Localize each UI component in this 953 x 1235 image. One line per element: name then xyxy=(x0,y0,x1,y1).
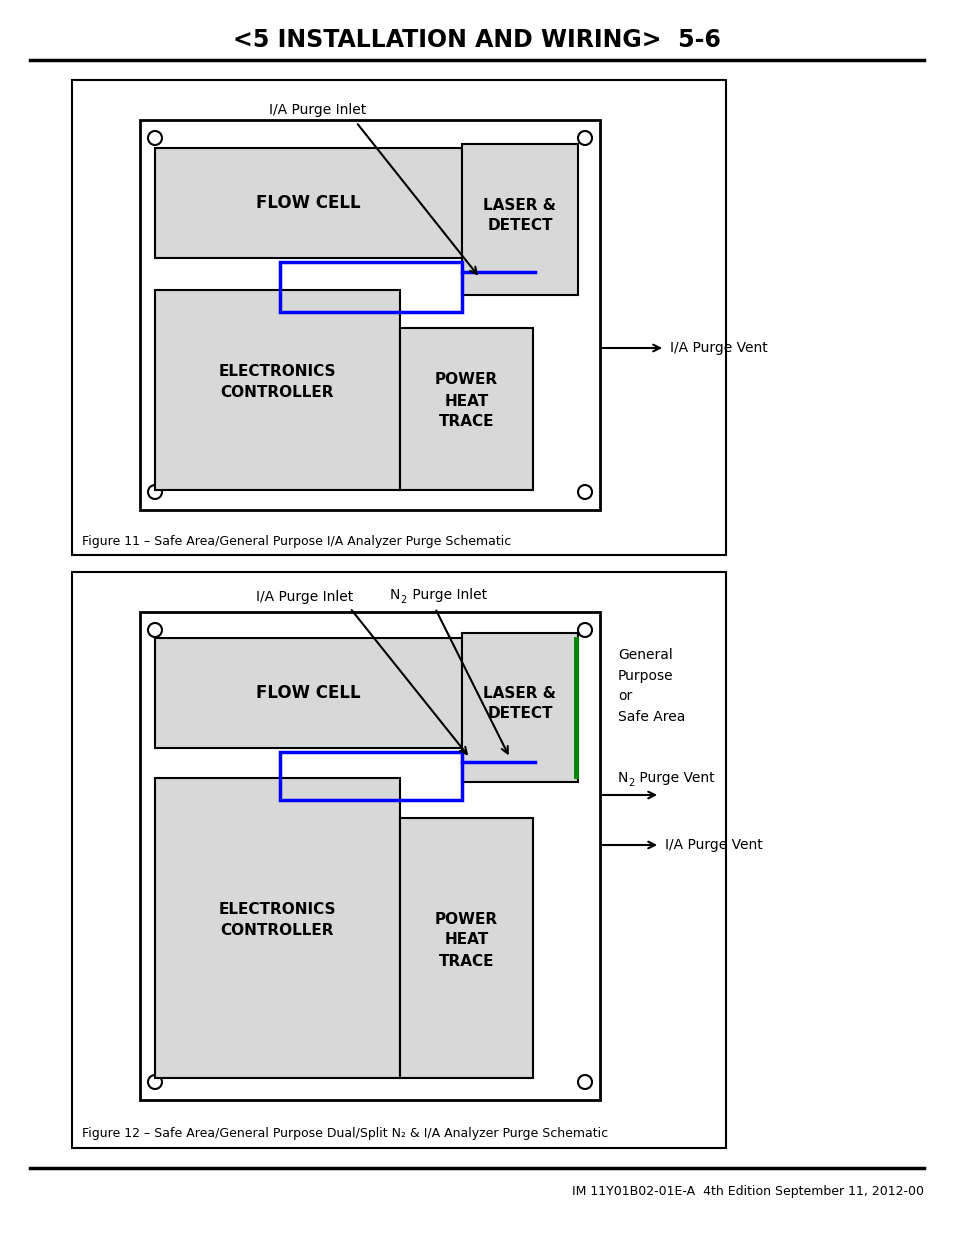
Text: FLOW CELL: FLOW CELL xyxy=(256,194,360,212)
Text: ELECTRONICS
CONTROLLER: ELECTRONICS CONTROLLER xyxy=(218,902,335,939)
Text: Figure 12 – Safe Area/General Purpose Dual/Split N₂ & I/A Analyzer Purge Schemat: Figure 12 – Safe Area/General Purpose Du… xyxy=(82,1128,607,1140)
FancyBboxPatch shape xyxy=(399,818,533,1078)
Text: 2: 2 xyxy=(399,595,406,605)
Text: N: N xyxy=(618,771,628,785)
Text: <5 INSTALLATION AND WIRING>  5-6: <5 INSTALLATION AND WIRING> 5-6 xyxy=(233,28,720,52)
FancyBboxPatch shape xyxy=(140,613,599,1100)
Text: LASER &
DETECT: LASER & DETECT xyxy=(483,687,556,721)
Text: Purge Vent: Purge Vent xyxy=(635,771,714,785)
FancyBboxPatch shape xyxy=(461,144,578,295)
Text: IM 11Y01B02-01E-A  4th Edition September 11, 2012-00: IM 11Y01B02-01E-A 4th Edition September … xyxy=(572,1186,923,1198)
FancyBboxPatch shape xyxy=(71,80,725,555)
FancyBboxPatch shape xyxy=(154,778,399,1078)
FancyBboxPatch shape xyxy=(140,120,599,510)
Text: I/A Purge Vent: I/A Purge Vent xyxy=(669,341,767,354)
Text: Purge Inlet: Purge Inlet xyxy=(408,588,487,601)
Text: POWER
HEAT
TRACE: POWER HEAT TRACE xyxy=(435,373,497,430)
FancyBboxPatch shape xyxy=(154,638,461,748)
Text: FLOW CELL: FLOW CELL xyxy=(256,684,360,701)
Text: 2: 2 xyxy=(627,778,634,788)
FancyBboxPatch shape xyxy=(461,634,578,782)
FancyBboxPatch shape xyxy=(154,148,461,258)
Text: ELECTRONICS
CONTROLLER: ELECTRONICS CONTROLLER xyxy=(218,364,335,400)
FancyBboxPatch shape xyxy=(154,290,399,490)
Text: I/A Purge Vent: I/A Purge Vent xyxy=(664,839,762,852)
Text: Figure 11 – Safe Area/General Purpose I/A Analyzer Purge Schematic: Figure 11 – Safe Area/General Purpose I/… xyxy=(82,536,511,548)
Text: General
Purpose
or
Safe Area: General Purpose or Safe Area xyxy=(618,648,684,724)
FancyBboxPatch shape xyxy=(399,329,533,490)
Text: N: N xyxy=(390,588,400,601)
Text: POWER
HEAT
TRACE: POWER HEAT TRACE xyxy=(435,911,497,968)
Text: LASER &
DETECT: LASER & DETECT xyxy=(483,198,556,233)
Text: I/A Purge Inlet: I/A Purge Inlet xyxy=(256,590,354,604)
FancyBboxPatch shape xyxy=(71,572,725,1149)
Text: I/A Purge Inlet: I/A Purge Inlet xyxy=(269,103,366,117)
